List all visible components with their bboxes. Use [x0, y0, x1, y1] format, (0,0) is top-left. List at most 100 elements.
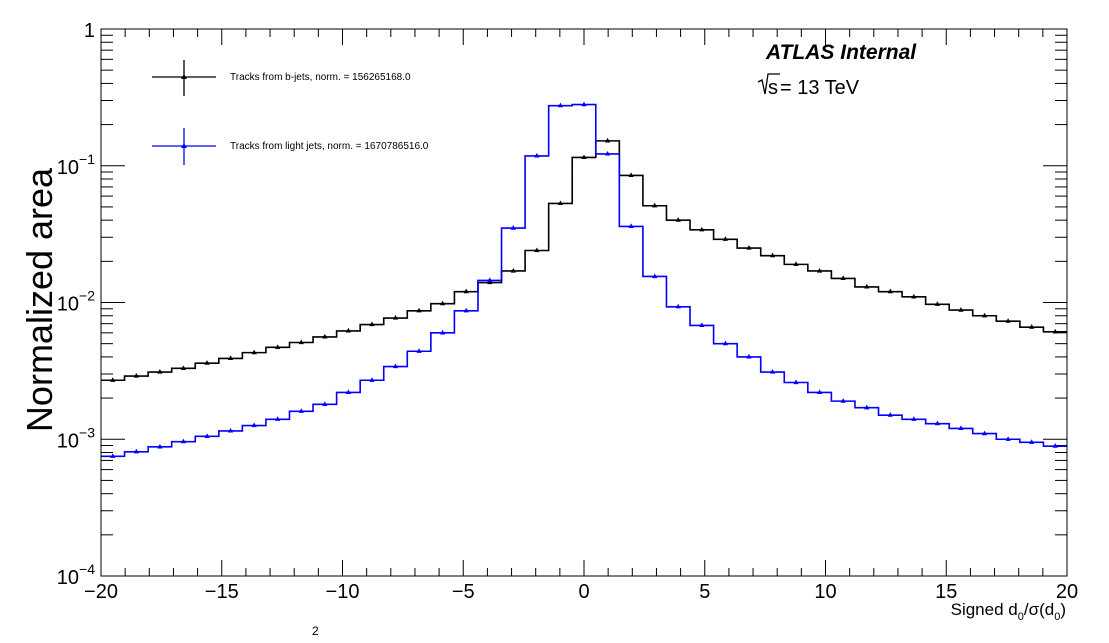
data-point [251, 349, 257, 355]
data-point [699, 322, 705, 328]
x-tick-label: 10 [814, 581, 836, 603]
data-point [557, 200, 564, 206]
legend: Tracks from b-jets, norm. = 156265168.0 … [152, 60, 429, 165]
data-point [864, 283, 870, 289]
x-axis-label-main: Signed d [951, 600, 1018, 619]
data-point [392, 315, 399, 320]
x-tick-label: −15 [205, 581, 239, 603]
data-point [463, 307, 469, 313]
data-point [1005, 436, 1011, 441]
x-axis-label-mid: /σ(d [1024, 600, 1054, 619]
data-point [463, 288, 469, 294]
data-point [981, 312, 988, 318]
data-point [369, 377, 375, 382]
y-tick-label: 10−4 [57, 561, 95, 589]
x-axis-label-sub1: 0 [1018, 611, 1024, 623]
y-axis-label: Normalized area [19, 167, 60, 432]
x-tick-label: 5 [699, 581, 710, 603]
x-tick-label: 20 [1056, 581, 1078, 603]
data-point [510, 267, 516, 273]
experiment-label: ATLAS Internal [765, 41, 917, 64]
data-point [887, 288, 893, 294]
legend-label-b-jets: Tracks from b-jets, norm. = 156265168.0 [230, 72, 411, 83]
data-point [440, 300, 446, 306]
x-tick-label: 15 [935, 581, 957, 603]
plot-frame [100, 28, 1068, 577]
x-tick-label: 0 [578, 581, 589, 603]
series-0 [101, 137, 1067, 382]
data-point [958, 425, 964, 431]
data-point [793, 261, 799, 266]
data-point [275, 416, 281, 421]
data-point [699, 226, 705, 232]
y-tick-label: 1 [84, 20, 95, 42]
data-point [793, 379, 799, 385]
data-point [275, 344, 281, 349]
data-point [628, 172, 634, 178]
y-tick-label: 10−3 [57, 424, 95, 452]
legend-marker-light-jets [181, 143, 187, 148]
data-point [1005, 318, 1011, 323]
data-point [416, 348, 422, 353]
data-point [227, 427, 234, 433]
y-tick-labels: 10−4 10−3 10−2 10−1 1 [57, 20, 95, 589]
data-point [840, 398, 846, 403]
data-point [133, 448, 139, 454]
data-point [110, 377, 116, 382]
data-point [840, 275, 846, 281]
data-point [180, 438, 187, 444]
data-point [864, 404, 870, 410]
data-point [934, 301, 941, 306]
data-point [157, 443, 163, 449]
data-point [204, 360, 210, 365]
x-tick-label: −10 [326, 581, 360, 603]
data-point [581, 154, 587, 160]
data-point [1052, 328, 1058, 334]
series-line-0 [101, 140, 1067, 382]
data-point [652, 202, 658, 208]
data-point [911, 416, 917, 421]
x-tick-labels: −20 −15 −10 −5 0 5 10 15 20 [84, 581, 1078, 603]
legend-entry-light-jets: Tracks from light jets, norm. = 16707865… [152, 128, 429, 165]
data-point [298, 408, 304, 413]
series-1 [101, 101, 1067, 458]
y-tick-label: 10−1 [57, 151, 95, 179]
series-group [101, 101, 1067, 458]
data-point [652, 273, 658, 279]
legend-marker-b-jets [181, 74, 187, 79]
data-point [746, 245, 752, 250]
data-point [534, 247, 540, 253]
energy-label-s: s [768, 77, 778, 99]
data-point [604, 150, 611, 156]
data-point [675, 217, 681, 222]
energy-label-rest: = 13 TeV [780, 77, 860, 99]
data-point [322, 401, 328, 406]
x-axis-label-sub2: 0 [1054, 611, 1060, 623]
data-point [981, 430, 988, 436]
x-axis-label: Signed d0/σ(d0) [951, 600, 1066, 623]
data-point [911, 293, 917, 299]
data-point [934, 420, 941, 426]
data-point [110, 453, 116, 458]
x-tick-label: −20 [84, 581, 118, 603]
data-point [298, 339, 304, 345]
data-point [1029, 324, 1035, 329]
data-point [746, 353, 752, 359]
data-point [769, 252, 776, 258]
energy-label: s = 13 TeV [757, 73, 860, 99]
data-point [675, 303, 681, 309]
data-point [817, 267, 823, 273]
data-point [1029, 439, 1035, 444]
data-point [817, 389, 823, 395]
data-point [204, 433, 210, 438]
data-point [369, 321, 375, 327]
x-axis-label-end: ) [1060, 600, 1066, 619]
data-point [322, 333, 328, 339]
legend-label-light-jets: Tracks from light jets, norm. = 16707865… [230, 141, 429, 152]
x-tick-label: −5 [452, 581, 475, 603]
data-point [628, 223, 634, 229]
data-point [157, 369, 163, 374]
data-point [887, 412, 893, 417]
data-point [722, 340, 728, 346]
data-point [227, 355, 234, 361]
